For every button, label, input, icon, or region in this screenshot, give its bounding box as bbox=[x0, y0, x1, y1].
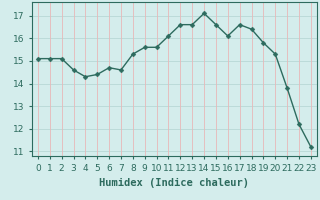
X-axis label: Humidex (Indice chaleur): Humidex (Indice chaleur) bbox=[100, 178, 249, 188]
